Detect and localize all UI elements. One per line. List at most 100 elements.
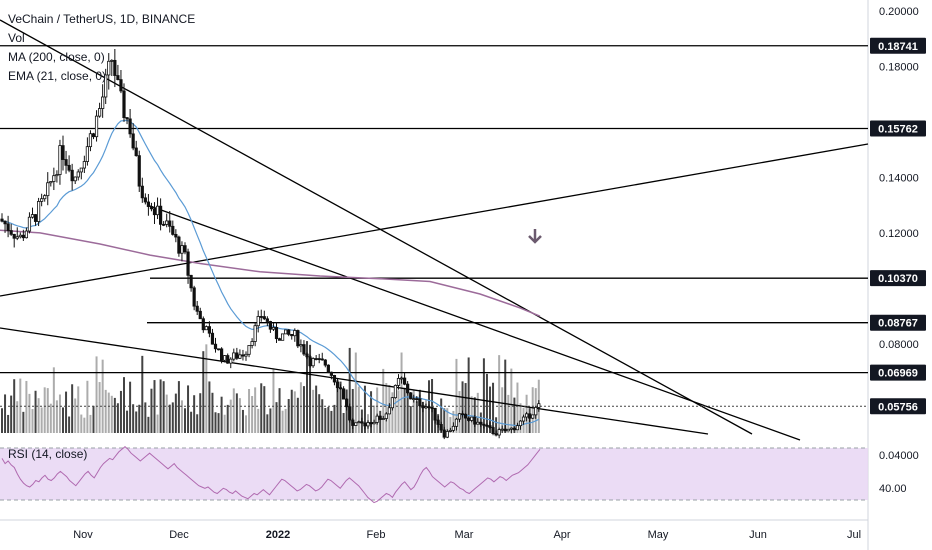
- volume-bar: [318, 394, 321, 433]
- volume-bar: [177, 381, 180, 433]
- candle-body: [110, 59, 114, 62]
- time-axis[interactable]: Nov Dec 2022 Feb Mar Apr May Jun Jul: [73, 529, 861, 541]
- candle-body: [467, 417, 471, 421]
- candle-body: [479, 421, 483, 425]
- volume-bar: [40, 407, 43, 433]
- price-tick-label: 0.04000: [879, 450, 919, 462]
- volume-bar: [141, 355, 144, 433]
- volume-bar: [138, 404, 141, 433]
- ma-200-path: [0, 229, 541, 317]
- volume-bar: [238, 398, 241, 433]
- candle-body: [500, 428, 504, 431]
- volume-bar: [65, 391, 68, 433]
- candle-body: [402, 377, 407, 385]
- price-level-tag-label: 0.15762: [878, 123, 918, 135]
- volume-bar: [168, 404, 171, 433]
- volume-bar: [400, 352, 403, 433]
- volume-bar: [214, 412, 217, 433]
- volume-bar: [52, 367, 55, 433]
- candle-body: [387, 407, 391, 415]
- volume-bar: [342, 413, 345, 433]
- volume-bar: [153, 380, 156, 433]
- candle-body: [296, 330, 300, 347]
- volume-bar: [290, 389, 293, 433]
- legend-ema-21[interactable]: EMA (21, close, 0): [8, 69, 107, 83]
- candle-body: [101, 96, 105, 109]
- volume-bar: [452, 410, 455, 433]
- volume-bar: [241, 409, 244, 433]
- candle-body: [439, 424, 443, 431]
- candle-body: [122, 90, 126, 119]
- volume-bar: [287, 399, 290, 433]
- volume-bar: [104, 389, 107, 433]
- candle-body: [463, 413, 468, 419]
- candle-body: [91, 133, 96, 138]
- candle-body: [162, 223, 166, 226]
- volume-bar: [507, 394, 510, 433]
- candle-body: [470, 416, 474, 421]
- candle-body: [73, 176, 77, 182]
- volume-bar: [370, 391, 373, 433]
- volume-bar: [324, 407, 327, 433]
- candle-body: [528, 413, 532, 419]
- price-level-tag: [870, 314, 926, 331]
- candle-body: [436, 419, 440, 425]
- candle-body: [149, 206, 154, 210]
- volume-bar: [196, 414, 199, 433]
- candle-body: [534, 407, 538, 416]
- legend-ma-200[interactable]: MA (200, close, 0): [8, 50, 105, 64]
- volume-bar: [424, 400, 427, 433]
- volume-bar: [171, 402, 174, 433]
- candle-body: [177, 236, 181, 254]
- candle-body: [433, 407, 437, 421]
- volume-bar: [180, 400, 183, 433]
- volume-bar: [46, 388, 49, 433]
- candle-body: [494, 433, 498, 436]
- price-level-tag-label: 0.10370: [878, 273, 918, 285]
- volume-bar: [251, 396, 254, 433]
- volume-bar: [498, 355, 501, 433]
- volume-bar: [10, 395, 13, 433]
- candle-body: [247, 345, 251, 355]
- time-tick-label: Apr: [553, 529, 570, 541]
- candle-body: [155, 205, 160, 216]
- price-axis[interactable]: 0.20000 0.18000 0.14000 0.12000 0.08000 0.040…: [879, 6, 919, 462]
- volume-bar: [269, 408, 272, 433]
- volume-bar: [110, 395, 113, 433]
- volume-bar: [150, 388, 153, 433]
- price-level-tag-label: 0.08767: [878, 318, 918, 330]
- symbol-title[interactable]: VeChain / TetherUS, 1D, BINANCE: [8, 12, 196, 26]
- candle-body: [180, 245, 184, 254]
- candle-body: [192, 287, 196, 307]
- candle-body: [238, 354, 242, 359]
- volume-bar: [513, 397, 516, 433]
- volume-bar: [482, 358, 485, 433]
- volume-bar: [495, 417, 498, 433]
- rsi-axis: 40.00: [879, 483, 907, 495]
- price-tick-label: 0.20000: [879, 6, 919, 18]
- rsi-legend[interactable]: RSI (14, close): [8, 447, 88, 461]
- candle-body: [457, 413, 462, 420]
- volume-bar: [1, 408, 3, 433]
- candle-body: [210, 332, 215, 345]
- volume-bar: [89, 414, 92, 433]
- time-tick-label: Dec: [169, 529, 189, 541]
- volume-bar: [165, 394, 168, 433]
- candle-body: [473, 416, 477, 425]
- legend-volume[interactable]: Vol: [8, 31, 25, 45]
- candle-body: [442, 429, 446, 438]
- volume-bar: [275, 402, 278, 433]
- candle-body: [525, 413, 529, 418]
- candle-body: [415, 398, 419, 400]
- volume-bar: [220, 396, 223, 433]
- volume-bar: [485, 373, 488, 433]
- price-tags: 0.18741 0.15762 0.10370 0.08767 0.06969 0.057…: [870, 37, 926, 415]
- volume-bar: [263, 386, 266, 433]
- candle-body: [250, 341, 254, 346]
- volume-bar: [184, 408, 186, 433]
- candle-body: [418, 398, 422, 407]
- volume-bar: [339, 381, 342, 433]
- volume-bar: [208, 381, 211, 433]
